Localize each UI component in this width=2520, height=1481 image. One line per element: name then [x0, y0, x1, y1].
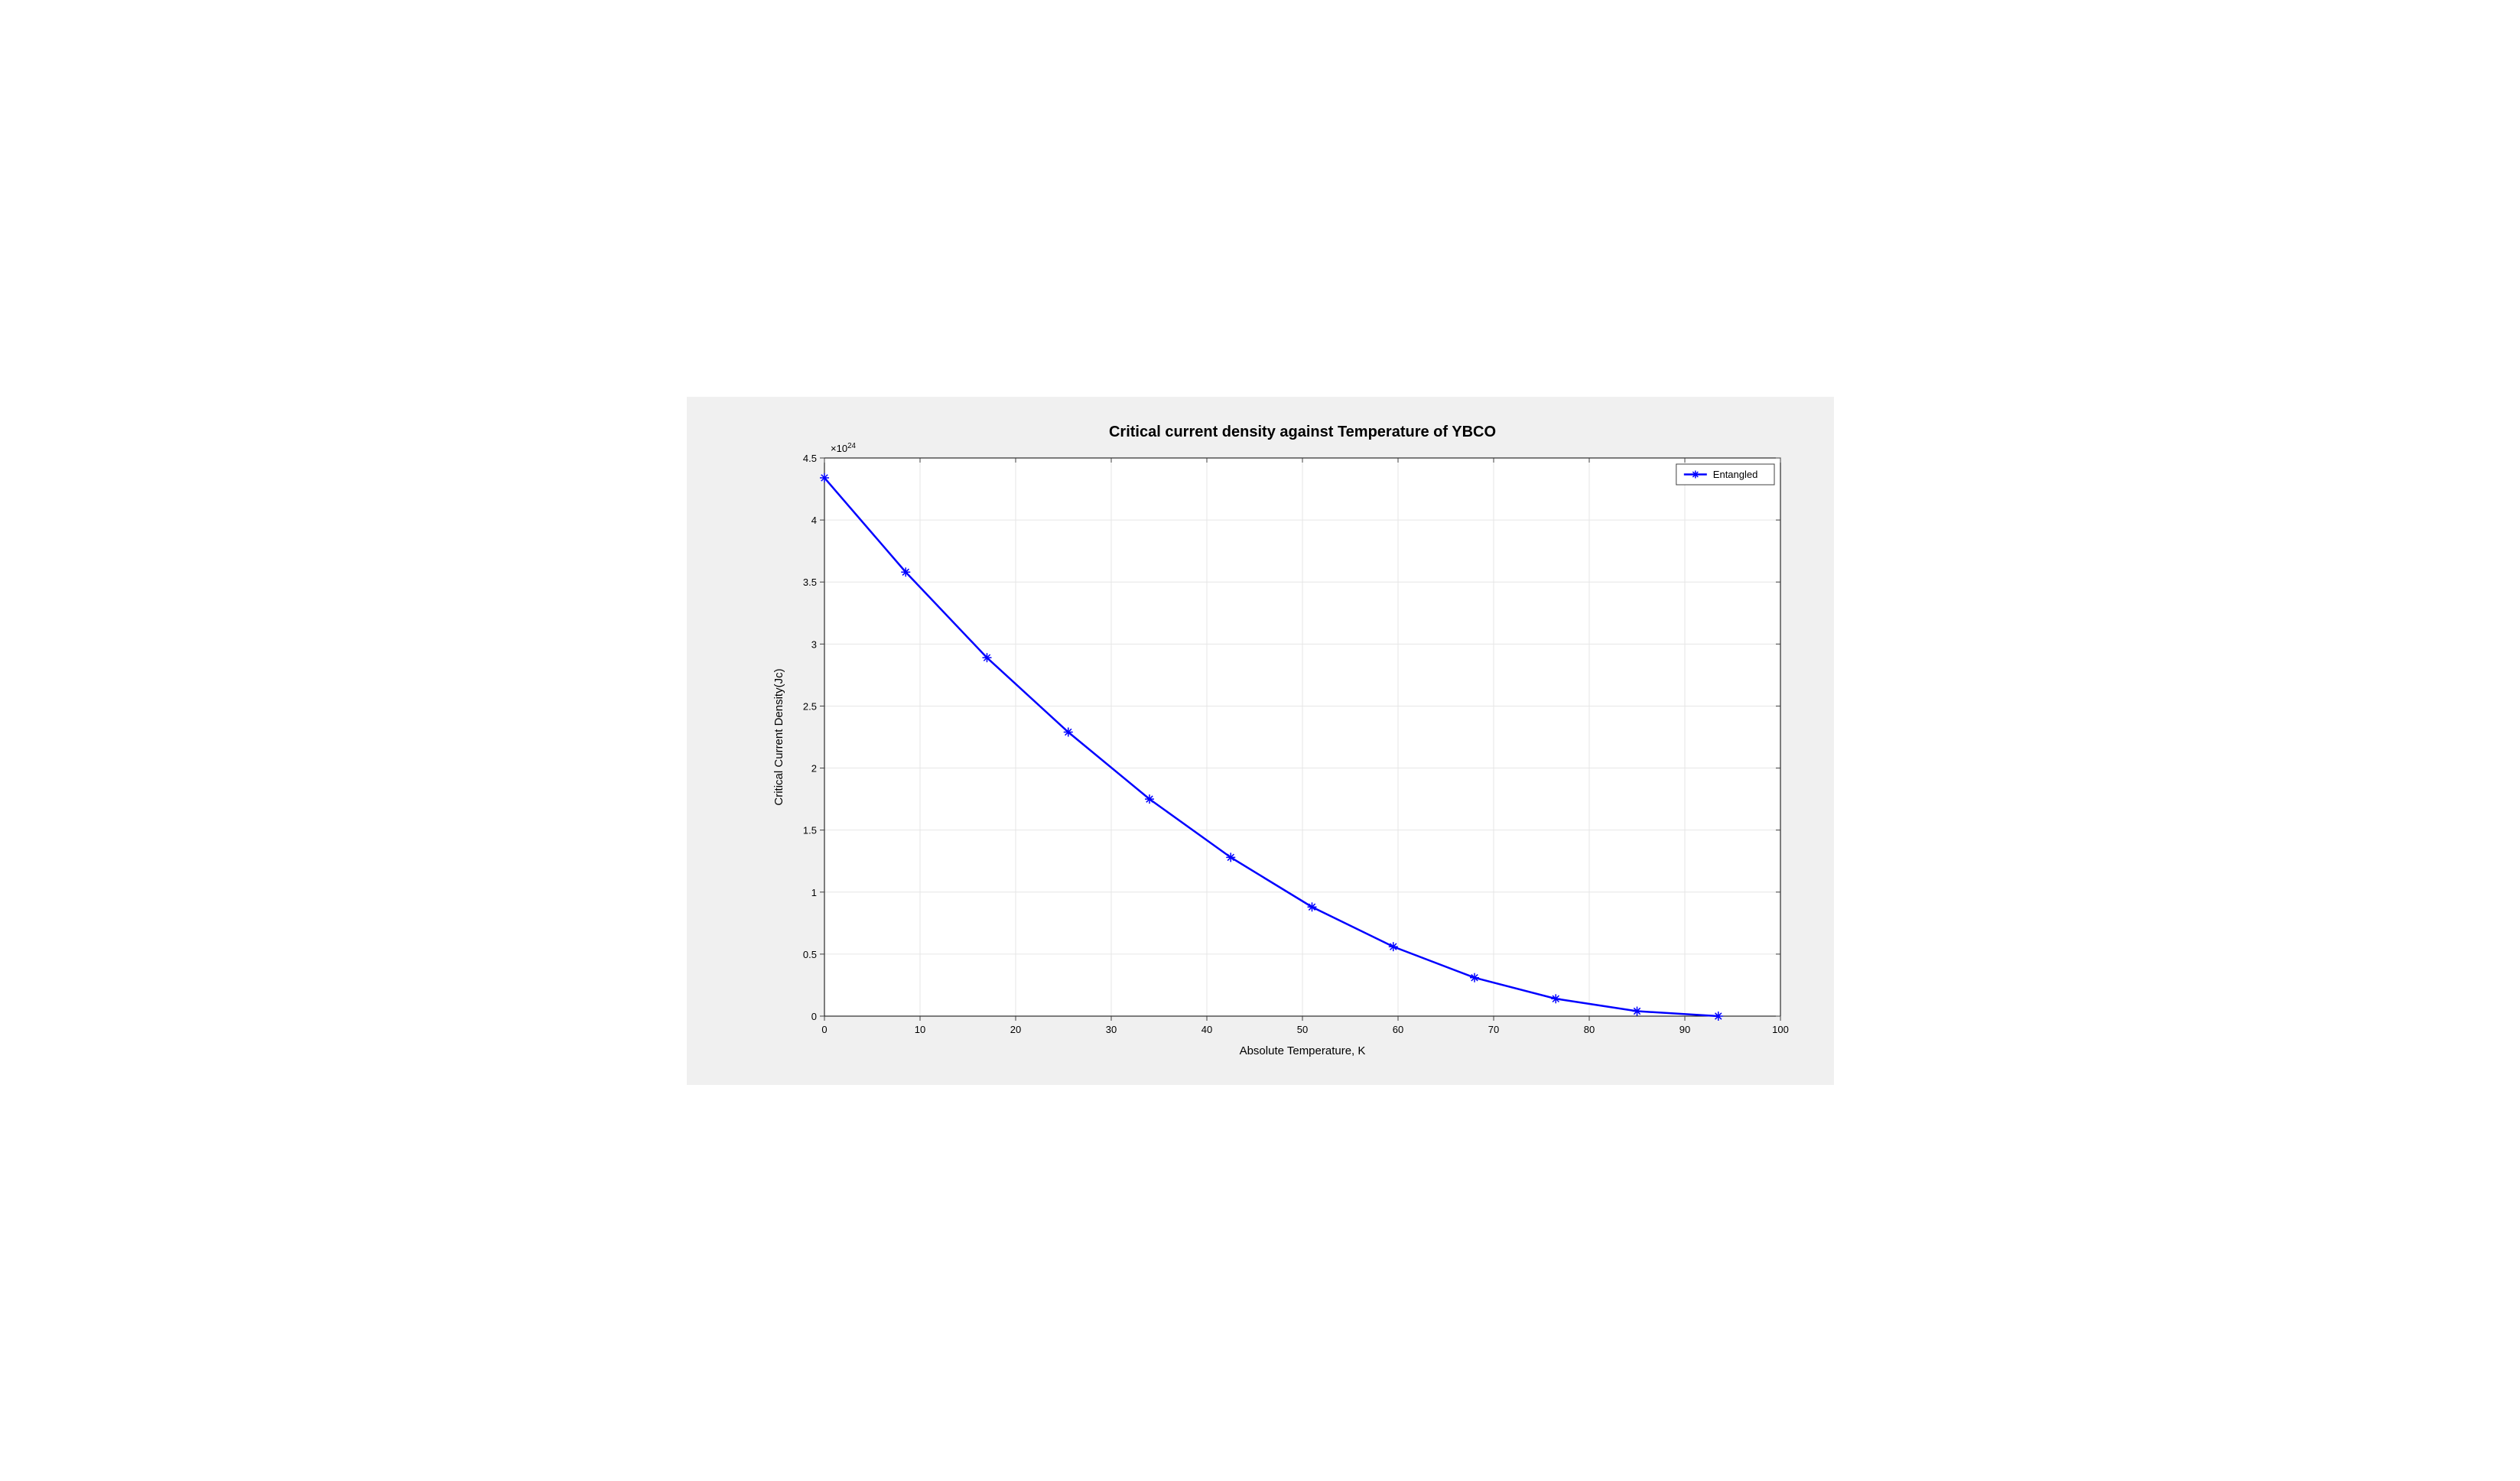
figure-outer: 0 10 20 30 40 50 60 70 80 90 100 0 0.5 1 1.5 2 2.5 3 3.5 4 4… — [687, 397, 1834, 1085]
y-tick-label: 4.5 — [802, 453, 816, 464]
series-marker — [1551, 994, 1560, 1003]
x-tick-label: 40 — [1201, 1024, 1211, 1035]
y-tick-label: 2 — [811, 762, 816, 774]
series-marker — [1063, 727, 1072, 736]
series-marker — [1470, 973, 1479, 982]
series-marker — [982, 653, 991, 662]
series-marker — [1632, 1006, 1641, 1015]
y-tick-label: 3.5 — [802, 576, 816, 588]
y-axis-label: Critical Current Density(Jc) — [772, 668, 785, 805]
series-marker — [901, 567, 910, 576]
x-axis-label: Absolute Temperature, K — [1239, 1044, 1365, 1057]
x-tick-label: 30 — [1105, 1024, 1116, 1035]
y-tick-label: 1 — [811, 886, 816, 898]
y-tick-label: 0 — [811, 1011, 816, 1022]
x-tick-label: 70 — [1488, 1024, 1498, 1035]
y-tick-label: 1.5 — [802, 824, 816, 836]
y-tick-label: 4 — [811, 515, 816, 526]
x-tick-label: 0 — [821, 1024, 827, 1035]
chart-title: Critical current density against Tempera… — [1108, 424, 1495, 440]
legend-entry-label: Entangled — [1712, 469, 1757, 480]
x-tick-label: 10 — [914, 1024, 925, 1035]
y-tick-label: 3 — [811, 638, 816, 650]
series-marker — [820, 473, 829, 482]
chart-svg: 0 10 20 30 40 50 60 70 80 90 100 0 0.5 1 1.5 2 2.5 3 3.5 4 4… — [702, 412, 1819, 1070]
x-tick-label: 90 — [1679, 1024, 1689, 1035]
series-marker — [1388, 942, 1397, 951]
x-tick-label: 80 — [1583, 1024, 1594, 1035]
y-tick-label: 2.5 — [802, 700, 816, 712]
x-tick-label: 100 — [1772, 1024, 1789, 1035]
series-marker — [1145, 794, 1154, 804]
x-tick-label: 60 — [1392, 1024, 1403, 1035]
series-marker — [1226, 853, 1235, 862]
y-tick-label: 0.5 — [802, 948, 816, 960]
x-tick-label: 50 — [1296, 1024, 1307, 1035]
x-tick-label: 20 — [1010, 1024, 1020, 1035]
series-marker — [1713, 1012, 1722, 1021]
series-marker — [1307, 902, 1316, 911]
legend-marker-sample — [1691, 470, 1699, 478]
